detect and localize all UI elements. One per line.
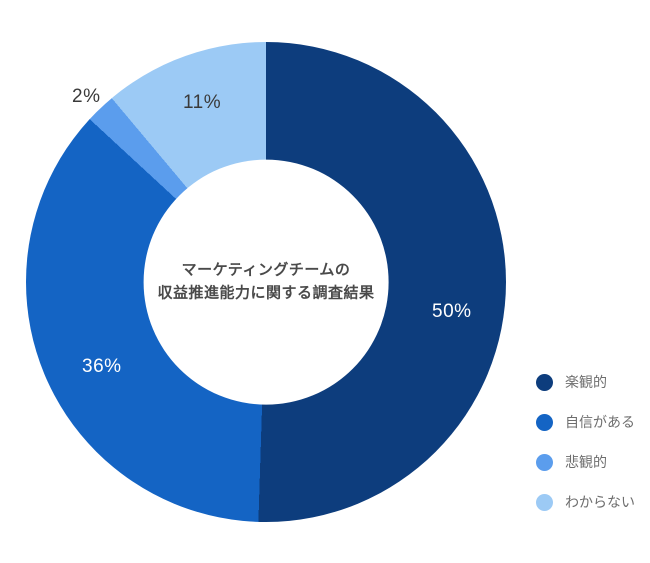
chart-title: マーケティングチームの 収益推進能力に関する調査結果 bbox=[157, 259, 374, 306]
legend-swatch-optimistic bbox=[536, 373, 553, 391]
legend-item-unknown: わからない bbox=[536, 492, 635, 512]
legend-swatch-pessimistic bbox=[536, 453, 553, 471]
segment-value-confident: 36% bbox=[82, 356, 122, 377]
legend: 楽観的 自信がある 悲観的 わからない bbox=[536, 372, 635, 512]
legend-item-optimistic: 楽観的 bbox=[536, 372, 635, 392]
legend-label-confident: 自信がある bbox=[565, 414, 635, 430]
legend-label-unknown: わからない bbox=[565, 494, 635, 510]
donut-hole: マーケティングチームの 収益推進能力に関する調査結果 bbox=[143, 159, 389, 405]
donut-chart: マーケティングチームの 収益推進能力に関する調査結果 50% 36% 2% 11… bbox=[26, 42, 506, 522]
legend-item-pessimistic: 悲観的 bbox=[536, 452, 635, 472]
chart-title-line-1: マーケティングチームの bbox=[181, 261, 351, 279]
legend-swatch-confident bbox=[536, 413, 553, 431]
chart-title-line-2: 収益推進能力に関する調査結果 bbox=[157, 284, 375, 302]
legend-swatch-unknown bbox=[536, 493, 553, 511]
legend-label-pessimistic: 悲観的 bbox=[565, 454, 607, 470]
segment-value-optimistic: 50% bbox=[432, 301, 472, 322]
legend-label-optimistic: 楽観的 bbox=[565, 374, 607, 390]
segment-value-pessimistic: 2% bbox=[72, 86, 101, 107]
legend-item-confident: 自信がある bbox=[536, 412, 635, 432]
segment-value-unknown: 11% bbox=[183, 92, 222, 113]
